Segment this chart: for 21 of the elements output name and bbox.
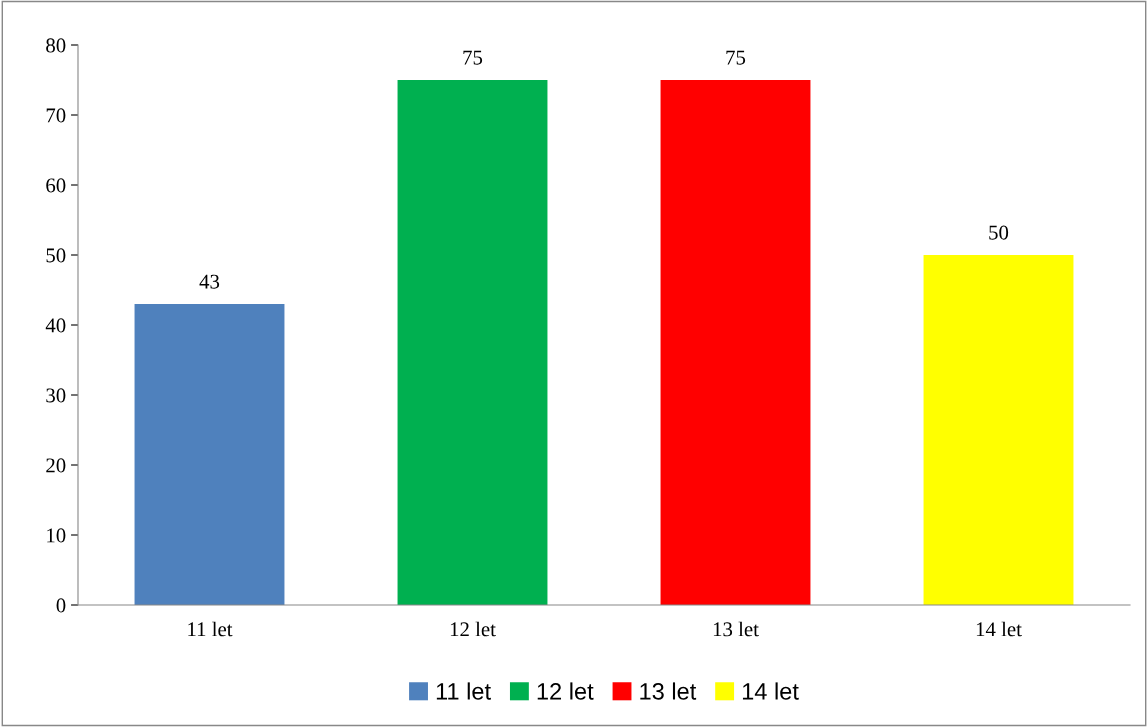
y-tick-label: 70 — [46, 108, 66, 123]
data-label: 43 — [199, 274, 220, 289]
y-tick-label: 80 — [46, 38, 66, 53]
data-label: 75 — [726, 50, 746, 65]
x-tick-label: 13 let — [713, 621, 759, 637]
y-tick-label: 10 — [47, 528, 66, 543]
x-tick-label: 12 let — [450, 621, 496, 637]
x-tick-label: 11 let — [188, 621, 233, 637]
legend-label: 13 let — [640, 682, 697, 700]
y-tick-label: 50 — [46, 248, 66, 263]
legend-label: 11 let — [436, 682, 491, 700]
y-tick-label: 0 — [56, 598, 66, 613]
x-tick-label: 14 let — [976, 621, 1022, 637]
y-tick-label: 40 — [45, 318, 66, 333]
y-tick-label: 30 — [46, 388, 66, 403]
y-tick-label: 60 — [46, 178, 66, 193]
data-label: 50 — [989, 225, 1009, 240]
y-tick-label: 20 — [46, 458, 66, 473]
legend-label: 14 let — [742, 682, 799, 700]
legend-label: 12 let — [537, 682, 594, 700]
data-label: 75 — [463, 50, 483, 65]
